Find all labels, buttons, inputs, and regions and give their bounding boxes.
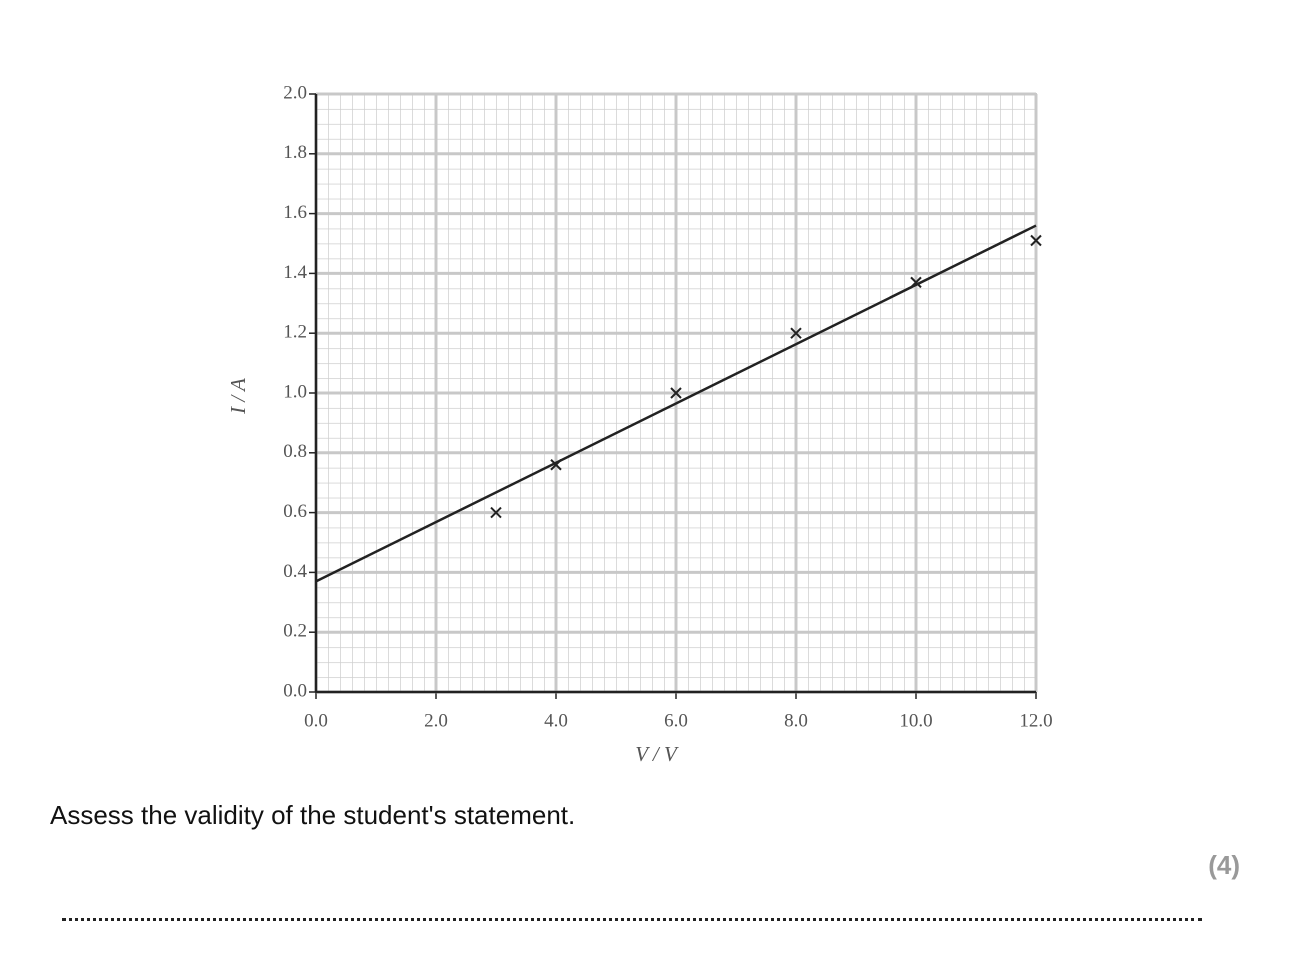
- y-tick-label: 1.0: [283, 381, 307, 402]
- y-tick-label: 1.8: [283, 142, 307, 163]
- y-tick-label: 2.0: [283, 82, 307, 103]
- y-tick-label: 0.4: [283, 561, 307, 582]
- x-tick-label: 2.0: [424, 710, 448, 731]
- x-tick-label: 4.0: [544, 710, 568, 731]
- x-tick-label: 8.0: [784, 710, 808, 731]
- y-tick-label: 0.0: [283, 680, 307, 701]
- x-axis-label: V / V: [635, 742, 679, 766]
- x-tick-label: 10.0: [899, 710, 932, 731]
- question-text: Assess the validity of the student's sta…: [50, 800, 576, 830]
- y-tick-label: 1.4: [283, 262, 307, 283]
- y-tick-label: 0.6: [283, 501, 307, 522]
- marks: (4): [1208, 850, 1240, 880]
- data-point: [670, 387, 682, 399]
- data-point: [910, 276, 922, 289]
- answer-line: [62, 918, 1202, 921]
- x-tick-label: 6.0: [664, 710, 688, 731]
- y-tick-label: 1.6: [283, 202, 307, 223]
- chart: V / V I / A 0.0 2.0 4.0 6.0 8.0 10.0 12.0 0.0 0.…: [226, 82, 1053, 766]
- data-point: [490, 506, 502, 519]
- data-point: [790, 327, 802, 339]
- y-tick-label: 0.8: [283, 441, 307, 462]
- data-point: [1030, 234, 1042, 247]
- y-tick-label: 0.2: [283, 621, 307, 642]
- data-point: [550, 459, 562, 471]
- best-fit-line: [315, 224, 1037, 583]
- y-tick-label: 1.2: [283, 322, 307, 343]
- x-tick-label: 12.0: [1019, 710, 1052, 731]
- y-axis-label: I / A: [226, 378, 250, 415]
- x-tick-label: 0.0: [304, 710, 328, 731]
